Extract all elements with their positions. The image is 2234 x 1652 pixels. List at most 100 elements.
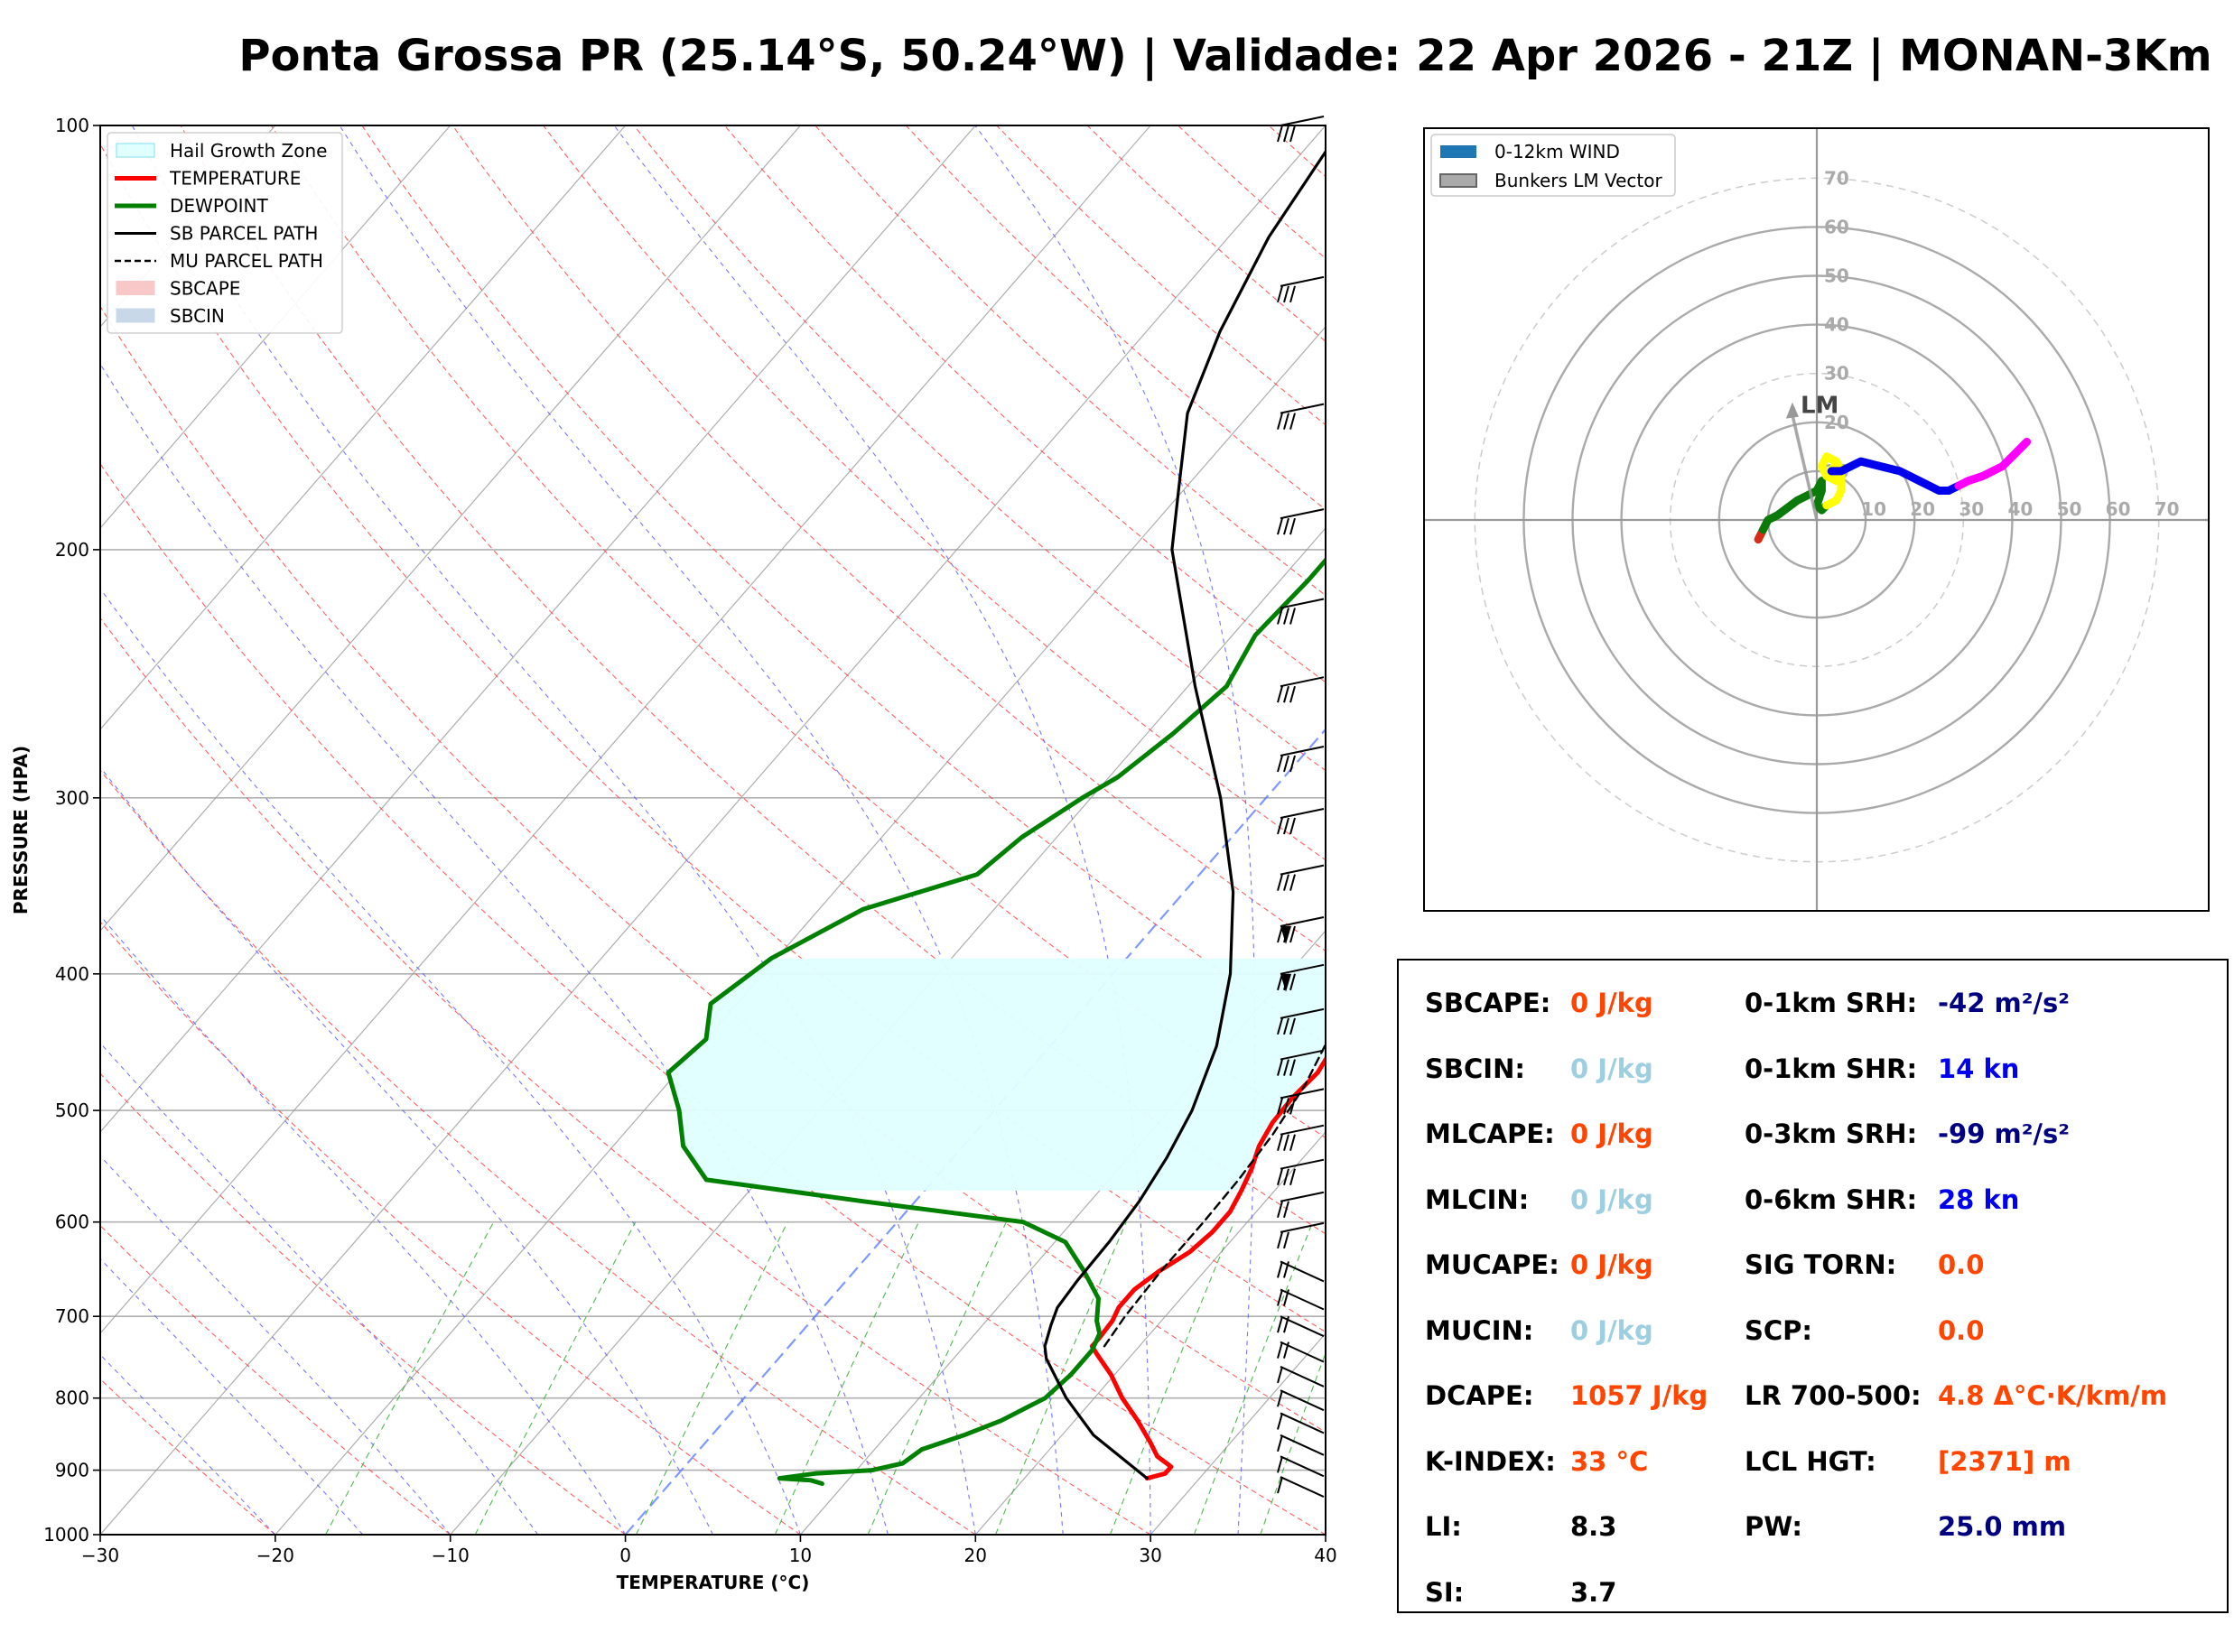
mixing-ratio-line xyxy=(1109,1221,1235,1535)
param-value: 0 J/kg xyxy=(1570,1183,1653,1215)
param-label: MUCAPE: xyxy=(1425,1249,1559,1280)
moist-adiabat xyxy=(100,1155,451,1535)
param-value: 0.0 xyxy=(1938,1314,1985,1346)
param-value: 3.7 xyxy=(1570,1576,1617,1608)
dry-adiabat xyxy=(100,305,1326,1434)
hodograph-trace xyxy=(1827,457,1963,495)
x-tick-label: 20 xyxy=(964,1545,987,1566)
param-label: DCAPE: xyxy=(1425,1380,1534,1411)
wind-barb xyxy=(1277,1366,1325,1387)
param-label: MLCIN: xyxy=(1425,1183,1530,1215)
wind-barb xyxy=(1277,1007,1325,1035)
y-tick-label: 600 xyxy=(55,1211,89,1233)
legend-swatch xyxy=(116,308,155,323)
param-value: 14 kn xyxy=(1938,1053,2020,1084)
mixing-ratio-line xyxy=(1260,1351,1326,1535)
moist-adiabat xyxy=(100,914,627,1535)
freezing-isotherm xyxy=(624,728,1326,1535)
param-value: 0 J/kg xyxy=(1570,988,1653,1018)
legend-label: Hail Growth Zone xyxy=(170,140,327,162)
ring-label-y: 70 xyxy=(1824,167,1849,189)
legend-label: SBCIN xyxy=(170,305,225,327)
legend-swatch xyxy=(1440,145,1476,158)
wind-barb xyxy=(1277,598,1325,625)
wind-barb xyxy=(1277,808,1325,835)
moist-adiabat xyxy=(613,125,1151,1535)
ring-label-x: 20 xyxy=(1910,498,1935,520)
mixing-ratio-line xyxy=(325,1221,495,1535)
ring-label-x: 40 xyxy=(2007,498,2033,520)
wind-barb xyxy=(1277,864,1325,891)
param-value: 0.0 xyxy=(1938,1249,1985,1280)
dry-adiabat xyxy=(543,125,1326,861)
ring-label-x: 70 xyxy=(2155,498,2180,520)
y-tick-label: 200 xyxy=(55,539,89,561)
ring-label-y: 40 xyxy=(1824,314,1849,336)
dry-adiabat xyxy=(905,125,1326,511)
wind-barb xyxy=(1277,1476,1325,1498)
legend-label: TEMPERATURE xyxy=(169,168,301,190)
dry-adiabat xyxy=(100,617,1151,1535)
legend-label: SB PARCEL PATH xyxy=(170,223,318,245)
param-value: 0 J/kg xyxy=(1570,1249,1653,1280)
y-tick-label: 800 xyxy=(55,1387,89,1409)
wind-barb xyxy=(1277,676,1325,703)
legend-box xyxy=(107,132,343,334)
isotherm xyxy=(100,125,451,529)
legend-swatch xyxy=(116,281,155,295)
lm-label: LM xyxy=(1801,393,1838,420)
ring-label-y: 50 xyxy=(1824,265,1849,287)
param-label: MUCIN: xyxy=(1425,1314,1534,1346)
dry-adiabat xyxy=(814,125,1326,597)
bunkers-lm-arrow xyxy=(1791,414,1819,521)
param-label: MLCAPE: xyxy=(1425,1118,1555,1149)
param-label: 0-1km SRH: xyxy=(1745,988,1918,1018)
moist-adiabat xyxy=(339,125,1064,1535)
x-tick-label: 30 xyxy=(1139,1545,1161,1566)
y-tick-label: 500 xyxy=(55,1100,89,1121)
y-tick-label: 400 xyxy=(55,963,89,985)
mixing-ratio-line xyxy=(867,1221,1007,1535)
param-value: 1057 J/kg xyxy=(1570,1380,1708,1411)
param-label: SBCIN: xyxy=(1425,1053,1525,1084)
wind-barb xyxy=(1277,1260,1325,1283)
dry-adiabat xyxy=(100,143,1326,1333)
wind-barb xyxy=(1277,1124,1325,1151)
wind-barb xyxy=(1277,963,1325,992)
ring-label-y: 30 xyxy=(1824,363,1849,385)
dry-adiabat xyxy=(180,125,1326,1235)
isotherm xyxy=(100,125,801,932)
dry-adiabat xyxy=(100,1072,626,1535)
wind-barb xyxy=(1277,1412,1325,1434)
isotherm xyxy=(799,930,1326,1535)
bunkers-lm-arrowhead xyxy=(1785,402,1799,419)
x-axis-label: TEMPERATURE (°C) xyxy=(617,1572,810,1593)
isotherm xyxy=(100,125,627,730)
wind-barb xyxy=(1277,1191,1325,1218)
skew-t-frame xyxy=(99,125,1326,1536)
wind-barb xyxy=(1277,915,1325,944)
mixing-ratio-line xyxy=(636,1221,788,1535)
wind-barb xyxy=(1277,1389,1325,1412)
param-value: 33 °C xyxy=(1570,1445,1649,1477)
wind-barb xyxy=(1277,1221,1325,1249)
x-tick-label: 10 xyxy=(789,1545,812,1566)
chart-title: Ponta Grossa PR (25.14°S, 50.24°W) | Val… xyxy=(238,31,2212,81)
param-label: LI: xyxy=(1425,1511,1462,1542)
dry-adiabat xyxy=(270,125,1326,1139)
param-label: SBCAPE: xyxy=(1425,988,1551,1018)
param-label: K-INDEX: xyxy=(1425,1445,1556,1477)
param-value: -42 m²/s² xyxy=(1938,988,2070,1018)
wind-barb xyxy=(1277,1088,1325,1115)
legend-box xyxy=(1430,134,1676,197)
dry-adiabat xyxy=(633,125,1326,772)
isotherm xyxy=(100,125,1326,1535)
param-label: 0-1km SHR: xyxy=(1745,1053,1918,1084)
legend-label: MU PARCEL PATH xyxy=(170,250,323,272)
parameters-panel: SBCAPE: 0 J/kg SBCIN: 0 J/kg MLCAPE: 0 J/kg ML… xyxy=(1397,959,2229,1613)
param-label: SI: xyxy=(1425,1576,1465,1608)
x-tick-label: 40 xyxy=(1314,1545,1336,1566)
dry-adiabat xyxy=(100,921,801,1535)
legend-label: 0-12km WIND xyxy=(1494,141,1620,162)
